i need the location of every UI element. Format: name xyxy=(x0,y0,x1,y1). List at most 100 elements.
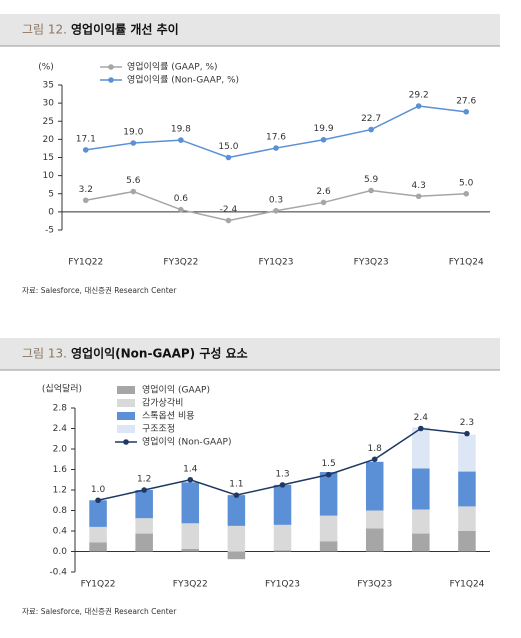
y-axis-label: (십억달러) xyxy=(42,383,82,395)
point xyxy=(320,199,327,206)
point xyxy=(225,154,232,161)
figure-title: 영업이익률 개선 추이 xyxy=(71,22,179,37)
point xyxy=(325,471,332,478)
bar-segment xyxy=(227,525,246,552)
point xyxy=(418,425,424,432)
point xyxy=(82,197,89,204)
bar-segment xyxy=(181,482,200,524)
y-tick-label: 0 xyxy=(48,207,54,217)
x-tick-label: FY3Q23 xyxy=(354,258,389,268)
bar-segment xyxy=(458,506,476,531)
legend-swatch xyxy=(117,399,135,407)
point xyxy=(95,497,101,504)
y-tick-label: 1.6 xyxy=(53,465,68,475)
bar-segment xyxy=(273,484,292,525)
bar-segment xyxy=(458,434,476,472)
data-label: 19.8 xyxy=(171,125,191,135)
data-label: 22.7 xyxy=(361,114,381,124)
data-label: 1.3 xyxy=(275,469,289,479)
y-tick-label: 2.8 xyxy=(53,404,68,414)
point xyxy=(464,430,470,437)
point xyxy=(178,206,184,213)
x-tick-label: FY1Q22 xyxy=(81,580,116,590)
y-tick-label: 1.2 xyxy=(53,486,67,496)
point xyxy=(463,109,470,115)
x-tick-label: FY1Q23 xyxy=(265,580,300,590)
point xyxy=(415,103,422,109)
point xyxy=(368,126,374,133)
legend-swatch xyxy=(117,425,135,433)
point xyxy=(178,137,184,143)
legend-label: 영업이익률 (Non-GAAP, %) xyxy=(127,74,239,86)
x-tick-label: FY1Q24 xyxy=(449,580,484,590)
data-label: 19.0 xyxy=(123,128,143,138)
x-tick-label: FY3Q22 xyxy=(163,258,198,268)
y-tick-label: 0.0 xyxy=(53,547,68,557)
bar-segment xyxy=(365,510,384,529)
point xyxy=(225,217,232,224)
data-label: 5.6 xyxy=(126,176,141,186)
point xyxy=(82,147,89,153)
bar-segment xyxy=(181,548,200,552)
bar-segment xyxy=(273,550,292,552)
point xyxy=(233,492,240,498)
y-tick-label: 20 xyxy=(43,135,55,145)
y-tick-label: 0.8 xyxy=(53,506,68,516)
legend-label: 영업이익 (GAAP) xyxy=(142,384,210,396)
data-label: 2.6 xyxy=(316,187,331,197)
legend-marker xyxy=(123,439,129,445)
x-tick-label: FY1Q23 xyxy=(259,258,294,268)
legend-swatch xyxy=(117,412,135,420)
data-label: 5.9 xyxy=(364,175,379,185)
bar-segment xyxy=(273,524,292,551)
bar-segment xyxy=(365,461,384,511)
data-label: 17.6 xyxy=(266,133,286,143)
y-tick-label: 0.4 xyxy=(53,527,68,537)
y-tick-label: 5 xyxy=(48,189,54,199)
header-band xyxy=(0,14,500,46)
bar-segment xyxy=(412,533,430,552)
bar-segment xyxy=(412,468,430,510)
data-label: 1.5 xyxy=(321,459,335,469)
point xyxy=(130,140,137,146)
data-label: 3.2 xyxy=(79,185,93,195)
bar-segment xyxy=(458,471,476,507)
legend-marker xyxy=(108,64,114,70)
y-tick-label: 2.0 xyxy=(53,445,68,455)
point xyxy=(130,188,137,195)
legend-swatch xyxy=(117,386,135,394)
y-tick-label: -0.4 xyxy=(49,568,67,578)
legend-label: 구조조정 xyxy=(142,424,175,435)
figure-label: 그림 13. xyxy=(22,347,67,361)
data-label: 17.1 xyxy=(76,134,96,144)
data-label: -2.4 xyxy=(220,205,238,215)
y-tick-label: 25 xyxy=(43,117,54,127)
data-label: 2.4 xyxy=(414,413,429,423)
y-tick-label: 2.4 xyxy=(53,424,68,434)
source: 자료: Salesforce, 대신증권 Research Center xyxy=(22,607,177,616)
data-label: 1.8 xyxy=(368,444,383,454)
data-label: 2.3 xyxy=(460,418,474,428)
bar-segment xyxy=(365,528,384,552)
y-tick-label: 15 xyxy=(43,153,54,163)
x-tick-label: FY1Q24 xyxy=(449,258,484,268)
point xyxy=(368,187,374,194)
data-label: 0.3 xyxy=(269,195,283,205)
legend-marker xyxy=(108,77,114,83)
legend-label: 스톡옵션 비용 xyxy=(142,411,195,422)
data-label: 0.6 xyxy=(174,194,189,204)
data-label: 19.9 xyxy=(314,124,334,134)
data-label: 1.4 xyxy=(183,464,198,474)
legend-label: 감가상각비 xyxy=(142,397,183,409)
legend-label: 영업이익 (Non-GAAP) xyxy=(142,436,232,448)
data-label: 1.1 xyxy=(229,480,243,490)
bar-segment xyxy=(227,551,246,560)
figure-title: 영업이익(Non-GAAP) 구성 요소 xyxy=(71,346,248,361)
point xyxy=(187,476,194,483)
y-tick-label: 10 xyxy=(43,171,55,181)
data-label: 15.0 xyxy=(218,142,238,152)
data-label: 1.0 xyxy=(91,485,106,495)
data-label: 4.3 xyxy=(412,181,426,191)
y-tick-label: 35 xyxy=(43,81,54,91)
